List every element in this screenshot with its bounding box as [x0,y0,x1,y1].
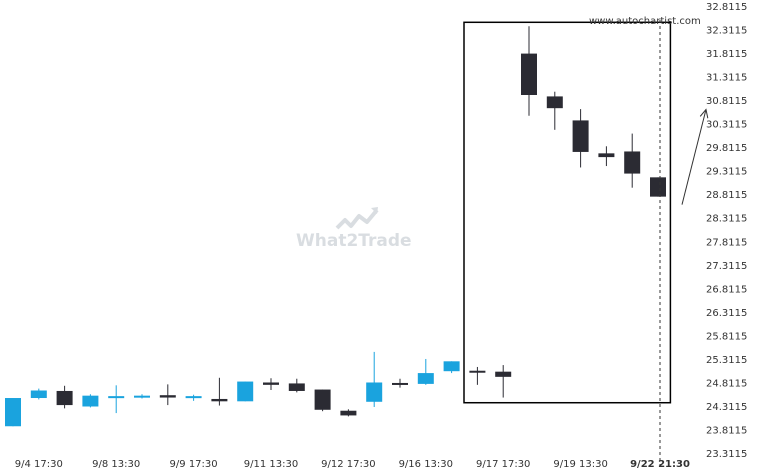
y-tick-label: 27.8115 [706,237,747,248]
candle-body [392,382,408,385]
candles-layer [5,26,666,427]
candle [314,389,331,412]
candle [546,91,563,130]
candle-body [598,153,615,158]
candle [521,26,537,116]
x-tick-label: 9/17 17:30 [476,459,530,470]
what2trade-watermark: What2Trade [296,207,412,251]
x-tick-label: 9/22 21:30 [630,459,690,470]
x-tick-label: 9/8 13:30 [92,459,140,470]
y-tick-label: 29.3115 [706,167,747,178]
candle-body [340,410,357,416]
x-tick-label: 9/12 17:30 [321,459,375,470]
candle-body [624,151,641,174]
candle [624,133,641,188]
pattern-highlight-box [463,21,672,404]
candle [340,409,357,417]
candle-body [263,382,279,385]
candle [185,394,202,401]
y-tick-label: 28.8115 [706,190,747,201]
projection-arrow-head [699,108,709,119]
candle-body [314,389,331,410]
watermark-text: What2Trade [296,231,412,251]
y-tick-label: 24.3115 [706,402,747,413]
x-tick-label: 9/16 13:30 [399,459,453,470]
candle-body [211,398,228,402]
overlay-layer [463,20,709,465]
candle [56,385,73,409]
candle-body [82,395,99,407]
candle [134,394,150,399]
candle-body [572,120,589,152]
y-tick-label: 28.3115 [706,214,747,225]
candle-body [650,177,666,197]
y-tick-label: 26.3115 [706,308,747,319]
candle [443,361,460,374]
candle [650,177,666,197]
y-tick-label: 31.3115 [706,73,747,84]
candle-body [495,371,512,377]
candle [5,398,21,427]
candle-body [469,370,486,373]
y-axis: 32.8115 32.3115 31.8115 31.3115 30.8115 30.31… [706,2,747,460]
y-tick-label: 24.8115 [706,378,747,389]
candle-body [56,390,73,406]
x-axis: 9/4 17:30 9/8 13:30 9/9 17:30 9/11 13:30 9/1… [15,459,690,470]
projection-arrow-icon [681,108,709,205]
y-tick-label: 31.8115 [706,49,747,60]
candle [30,388,47,400]
candle [82,394,99,408]
candle [495,365,512,398]
x-tick-label: 9/19 13:30 [553,459,607,470]
candle-body [521,53,537,96]
y-tick-label: 32.3115 [706,26,747,37]
candle-body [159,395,176,398]
y-tick-label: 26.8115 [706,284,747,295]
y-tick-label: 25.3115 [706,355,747,366]
candle [598,146,615,167]
candle-body [185,396,202,399]
x-tick-label: 9/11 13:30 [244,459,298,470]
candle [572,109,589,168]
projection-arrow-shaft [681,109,707,205]
y-tick-label: 30.8115 [706,96,747,107]
y-tick-label: 27.3115 [706,261,747,272]
candle [469,366,486,385]
y-tick-label: 29.8115 [706,143,747,154]
watermark-logo-icon [335,207,379,230]
candle-body [288,383,305,391]
candle-body [5,398,21,427]
candle-body [30,390,47,399]
candle-body [134,395,150,398]
y-tick-label: 23.3115 [706,449,747,460]
candle-body [443,361,460,372]
y-tick-label: 32.8115 [706,2,747,13]
y-tick-label: 25.8115 [706,331,747,342]
site-label: www.autochartist.com [589,16,701,27]
candle [417,358,434,385]
candle [288,378,305,393]
candle [108,385,125,414]
x-tick-label: 9/9 17:30 [170,459,218,470]
candle [211,377,228,406]
candle [263,378,279,391]
candle [392,378,408,388]
y-tick-label: 23.8115 [706,425,747,436]
candle [159,384,176,406]
candle-body [366,382,383,402]
candle [237,381,254,402]
candle [366,351,383,407]
y-tick-label: 30.3115 [706,120,747,131]
candle-body [546,96,563,109]
x-tick-label: 9/4 17:30 [15,459,63,470]
candle-body [108,396,125,399]
candle-body [417,373,434,384]
candle-body [237,381,254,402]
